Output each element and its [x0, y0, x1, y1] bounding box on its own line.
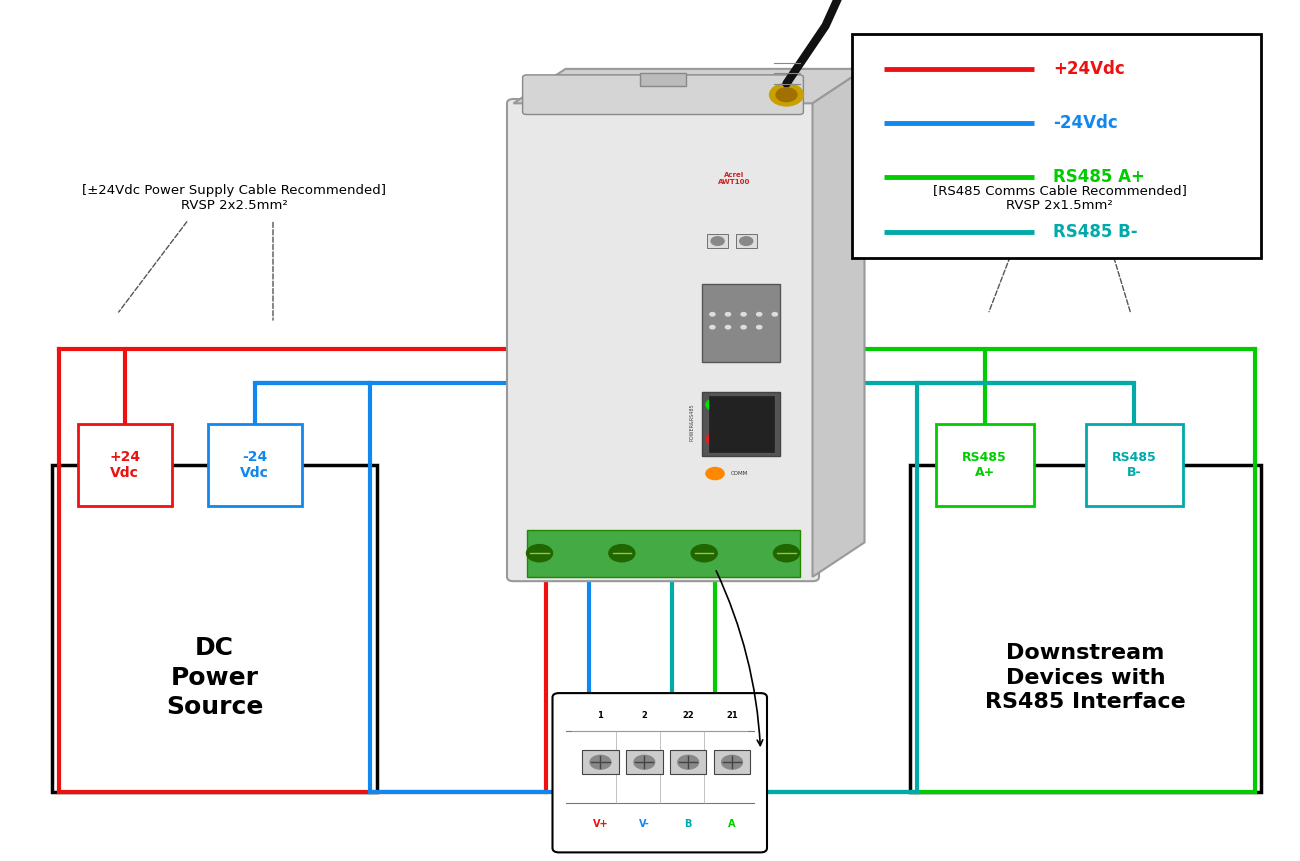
Bar [852, 34, 1261, 258]
Bar [52, 465, 377, 792]
Text: -24
Vdc: -24 Vdc [240, 449, 269, 480]
Circle shape [725, 325, 731, 329]
Bar [936, 424, 1034, 505]
Bar [910, 465, 1261, 792]
Circle shape [740, 237, 753, 245]
Text: RSSI: RSSI [731, 437, 744, 442]
Bar [1086, 424, 1183, 505]
Text: Downstream
Devices with
RS485 Interface: Downstream Devices with RS485 Interface [985, 643, 1186, 712]
Circle shape [706, 468, 724, 480]
Bar [208, 424, 302, 505]
Circle shape [741, 313, 746, 316]
Circle shape [757, 313, 762, 316]
Polygon shape [812, 69, 864, 577]
Circle shape [590, 755, 611, 769]
Bar [526, 530, 800, 577]
Bar [714, 750, 750, 774]
Circle shape [608, 544, 634, 561]
Text: RS485 B-: RS485 B- [1053, 223, 1138, 240]
Circle shape [710, 325, 715, 329]
Circle shape [634, 755, 655, 769]
Text: +24Vdc: +24Vdc [1053, 60, 1124, 77]
Text: DC
Power
Source: DC Power Source [166, 636, 263, 719]
Text: RS485
B-: RS485 B- [1112, 451, 1157, 479]
Bar [670, 750, 706, 774]
Text: Acrel
AWT100: Acrel AWT100 [719, 172, 750, 185]
Circle shape [722, 755, 742, 769]
Circle shape [776, 88, 797, 102]
Circle shape [711, 237, 724, 245]
Text: RS485 A+: RS485 A+ [1053, 169, 1145, 186]
Bar [708, 396, 773, 452]
Circle shape [706, 399, 724, 411]
Circle shape [692, 544, 718, 561]
Text: V-: V- [638, 819, 650, 829]
Text: B: B [685, 819, 692, 829]
Circle shape [770, 84, 803, 106]
Bar [702, 392, 780, 456]
Circle shape [772, 313, 777, 316]
Circle shape [757, 325, 762, 329]
Bar [640, 73, 686, 86]
Circle shape [710, 313, 715, 316]
Circle shape [741, 325, 746, 329]
Circle shape [706, 433, 724, 445]
Bar [707, 234, 728, 248]
Text: COMM: COMM [731, 471, 747, 476]
Bar [627, 750, 663, 774]
Text: +24
Vdc: +24 Vdc [109, 449, 140, 480]
Circle shape [725, 313, 731, 316]
Text: RS485
A+: RS485 A+ [962, 451, 1008, 479]
Text: 1: 1 [598, 711, 603, 720]
Bar [736, 234, 757, 248]
Circle shape [526, 544, 552, 561]
FancyBboxPatch shape [523, 75, 803, 115]
Bar [582, 750, 619, 774]
Text: 22: 22 [682, 711, 694, 720]
Text: [±24Vdc Power Supply Cable Recommended]
RVSP 2x2.5mm²: [±24Vdc Power Supply Cable Recommended] … [82, 184, 386, 212]
Text: A: A [728, 819, 736, 829]
Text: 21: 21 [727, 711, 738, 720]
Text: V+: V+ [593, 819, 608, 829]
Text: LINK: LINK [731, 402, 742, 407]
FancyBboxPatch shape [552, 693, 767, 852]
Circle shape [677, 755, 698, 769]
FancyBboxPatch shape [507, 99, 819, 581]
Text: [RS485 Comms Cable Recommended]
RVSP 2x1.5mm²: [RS485 Comms Cable Recommended] RVSP 2x1… [932, 184, 1187, 212]
Bar [78, 424, 172, 505]
Polygon shape [514, 69, 864, 103]
Text: -24Vdc: -24Vdc [1053, 115, 1118, 132]
Text: 2: 2 [641, 711, 647, 720]
Bar [702, 284, 780, 362]
Circle shape [774, 544, 800, 561]
Text: POWER&RS485: POWER&RS485 [689, 403, 694, 441]
